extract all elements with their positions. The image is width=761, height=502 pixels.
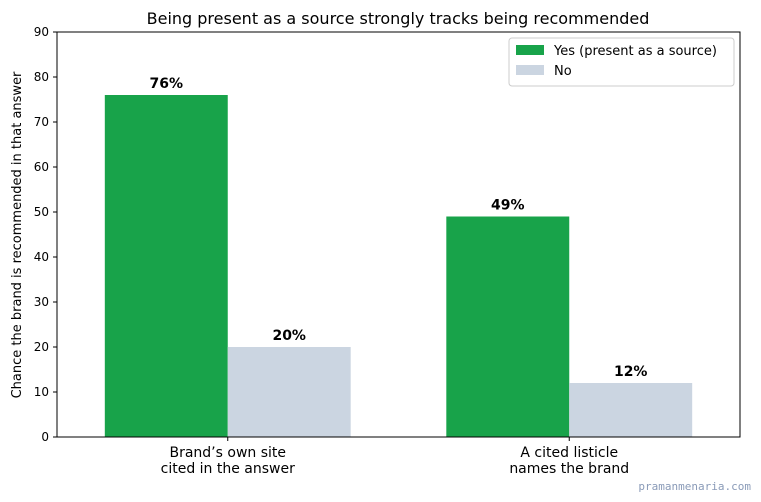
legend-swatch [516,45,544,55]
legend: Yes (present as a source) No [508,37,735,87]
plot-frame [56,31,741,438]
y-tick-label: 0 [41,430,49,444]
chart-title: Being present as a source strongly track… [147,9,650,28]
bar [104,95,228,437]
bar [227,347,351,437]
watermark: pramanmenaria.com [638,480,751,493]
y-axis-label: Chance the brand is recommended in that … [10,71,25,398]
y-tick-label: 60 [34,160,49,174]
bar-value-label: 12% [614,364,648,380]
x-tick-label: A cited listicle [520,445,618,461]
y-tick-label: 10 [34,385,49,399]
y-axis: 0 10 20 30 40 50 60 70 80 90 [34,25,57,444]
legend-label: No [554,64,572,79]
bar-labels: 76% 20% 49% 12% [150,76,648,380]
legend-label: Yes (present as a source) [553,44,717,59]
legend-swatch [516,65,544,75]
bar-value-label: 76% [150,76,184,92]
bars [104,95,693,437]
y-tick-label: 20 [34,340,49,354]
y-tick-label: 30 [34,295,49,309]
bar-value-label: 20% [272,328,306,344]
bar-value-label: 49% [491,198,525,214]
y-tick-label: 90 [34,25,49,39]
y-tick-label: 80 [34,70,49,84]
y-tick-label: 50 [34,205,49,219]
y-tick-label: 70 [34,115,49,129]
bar [569,383,693,437]
legend-box [508,37,735,87]
x-tick-label: names the brand [509,461,629,477]
x-tick-label: cited in the answer [161,461,295,477]
y-tick-label: 40 [34,250,49,264]
x-tick-label: Brand’s own site [169,445,286,461]
bar [446,216,570,437]
